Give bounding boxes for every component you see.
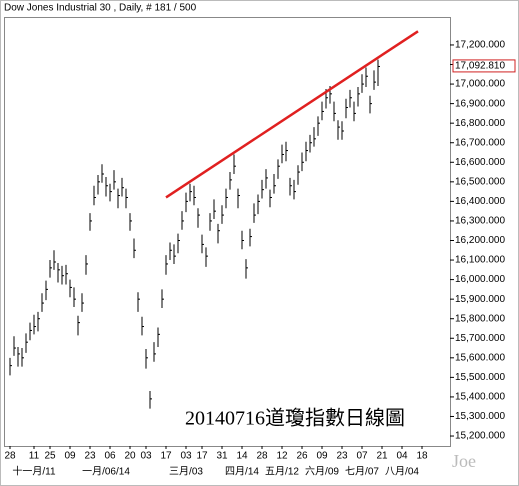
y-tick-label: 16,200.000	[455, 235, 505, 246]
y-tick-label: 16,900.000	[455, 98, 505, 109]
y-tick-label: 15,300.000	[455, 411, 505, 422]
x-tick-label: 23	[84, 451, 96, 462]
x-tick-label-month: 八月/04	[385, 466, 419, 478]
x-tick-label: 31	[216, 451, 228, 462]
x-tick-label: 09	[316, 451, 328, 462]
trend-line	[165, 30, 419, 199]
x-tick-label: 21	[376, 451, 388, 462]
x-tick-label-month: 四月/14	[225, 466, 259, 478]
watermark: Joe	[452, 451, 476, 471]
y-tick-label: 16,800.000	[455, 118, 505, 129]
annotation: 20140716道瓊指數日線圖	[185, 407, 405, 430]
y-tick-label: 15,400.000	[455, 392, 505, 403]
x-tick-label-month: 一月/06/14	[82, 466, 130, 478]
x-tick-label: 20	[124, 451, 136, 462]
chart-title: Dow Jones Industrial 30 , Daily, # 181 /…	[4, 3, 197, 14]
x-tick-label: 14	[236, 451, 248, 462]
x-tick-label: 03	[140, 451, 152, 462]
x-tick-label: 26	[296, 451, 308, 462]
x-tick-label: 17	[160, 451, 172, 462]
y-tick-label: 15,500.000	[455, 372, 505, 383]
x-tick-label-month: 三月/03	[169, 466, 203, 478]
y-tick-label: 16,000.000	[455, 274, 505, 285]
x-tick-label: 25	[44, 451, 56, 462]
x-tick-label: 23	[336, 451, 348, 462]
y-tick-label: 16,400.000	[455, 196, 505, 207]
last-value-label: 17,092.810	[455, 61, 505, 72]
x-tick-label: 03	[180, 451, 192, 462]
y-tick-label: 16,700.000	[455, 137, 505, 148]
y-tick-label: 15,800.000	[455, 313, 505, 324]
x-tick-label: 11	[29, 451, 40, 462]
y-tick-label: 17,000.000	[455, 79, 505, 90]
y-tick-label: 15,600.000	[455, 352, 505, 363]
last-value-box	[452, 59, 516, 73]
x-tick-label: 28	[256, 451, 268, 462]
y-tick-label: 17,200.000	[455, 40, 505, 51]
x-tick-label-month: 七月/07	[345, 466, 379, 478]
y-tick-label: 16,500.000	[455, 176, 505, 187]
x-tick-label: 04	[396, 451, 408, 462]
plot-frame	[4, 17, 451, 447]
y-tick-label: 15,700.000	[455, 333, 505, 344]
x-tick-label: 17	[196, 451, 208, 462]
x-tick-label: 09	[64, 451, 76, 462]
y-tick-label: 15,900.000	[455, 294, 505, 305]
x-tick-label: 12	[276, 451, 288, 462]
y-tick-label: 16,600.000	[455, 157, 505, 168]
y-tick-label: 16,300.000	[455, 216, 505, 227]
x-tick-label-month: 六月/09	[305, 466, 339, 478]
x-tick-label-month: 十一月/11	[12, 465, 56, 478]
y-tick-label: 16,100.000	[455, 255, 505, 266]
x-tick-label: 07	[356, 451, 368, 462]
x-tick-label: 06	[104, 451, 116, 462]
x-tick-label-month: 五月/12	[265, 466, 299, 478]
x-tick-label: 18	[416, 451, 428, 462]
y-tick-label: 15,200.000	[455, 431, 505, 442]
x-tick-label: 28	[4, 451, 16, 462]
